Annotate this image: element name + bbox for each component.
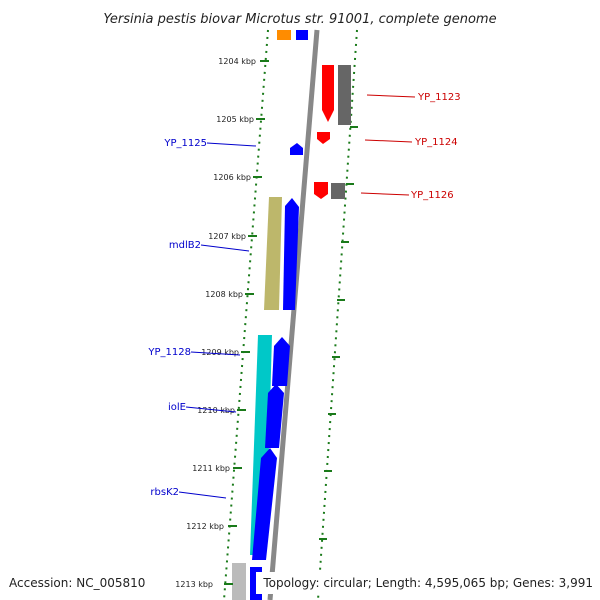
orange-feature-top	[277, 30, 291, 40]
gene-label-group-yp-1124[interactable]: YP_1124	[364, 137, 458, 148]
gene-arrow-mdlb2[interactable]	[283, 198, 299, 310]
gene-label-group-iole[interactable]: iolE	[168, 402, 237, 413]
footer-topology-bg	[256, 572, 596, 594]
tick-label: 1205 kbp	[216, 115, 254, 124]
map-title: Yersinia pestis biovar Microtus str. 910…	[103, 12, 496, 27]
tick-label: 1206 kbp	[213, 173, 251, 182]
outer-ring-ticks	[319, 126, 358, 540]
gene-label-group-yp-1128[interactable]: YP_1128	[147, 347, 241, 358]
grey-feature-bottom	[232, 563, 246, 600]
feature-khaki-mdlb2	[264, 197, 282, 310]
gene-label-rbsk2[interactable]: rbsK2	[150, 487, 179, 498]
tick-label: 1207 kbp	[208, 232, 246, 241]
gene-label-group-yp-1123[interactable]: YP_1123	[366, 92, 461, 103]
kbp-tick-1206: 1206 kbp	[213, 173, 262, 182]
gene-label-yp-1128[interactable]: YP_1128	[147, 347, 191, 358]
gene-arrow-yp-1125[interactable]	[290, 143, 303, 155]
plus-feature-top	[296, 30, 308, 40]
gene-label-mdlb2[interactable]: mdlB2	[169, 240, 201, 251]
footer-accession: Accession: NC_005810	[9, 576, 145, 590]
kbp-tick-1213: 1213 kbp	[175, 580, 233, 589]
gene-arrow-yp-1128[interactable]	[272, 337, 290, 386]
gene-label-group-mdlb2[interactable]: mdlB2	[169, 240, 250, 252]
genome-backbone	[267, 29, 320, 600]
kbp-tick-1212: 1212 kbp	[186, 522, 237, 531]
kbp-tick-1211: 1211 kbp	[192, 464, 242, 473]
kbp-tick-1205: 1205 kbp	[216, 115, 265, 124]
gene-arrow-yp-1123[interactable]	[322, 65, 334, 122]
kbp-tick-1209: 1209 kbp	[201, 348, 250, 357]
gene-label-group-yp-1126[interactable]: YP_1126	[360, 190, 454, 201]
gene-arrow-rbsk2[interactable]	[252, 448, 277, 560]
footer-topology: Topology: circular; Length: 4,595,065 bp…	[262, 576, 593, 590]
gene-label-yp-1126[interactable]: YP_1126	[410, 190, 454, 201]
gene-arrow-iole[interactable]	[265, 384, 284, 448]
tick-label: 1208 kbp	[205, 290, 243, 299]
gene-label-group-yp-1125[interactable]: YP_1125	[163, 138, 257, 149]
kbp-tick-1207: 1207 kbp	[208, 232, 257, 241]
footer-accession-bg	[4, 572, 152, 594]
gene-arrow-yp-1124[interactable]	[317, 132, 330, 144]
inner-tick-ring	[223, 29, 269, 600]
outer-tick-ring	[317, 29, 358, 600]
tick-label: 1212 kbp	[186, 522, 224, 531]
kbp-tick-1208: 1208 kbp	[205, 290, 254, 299]
gene-label-yp-1123[interactable]: YP_1123	[417, 92, 461, 103]
tick-label: 1209 kbp	[201, 348, 239, 357]
gene-arrow-yp-1126[interactable]	[314, 182, 328, 199]
gene-label-yp-1125[interactable]: YP_1125	[163, 138, 207, 149]
kbp-tick-1204: 1204 kbp	[218, 57, 269, 66]
gene-label-yp-1124[interactable]: YP_1124	[414, 137, 458, 148]
gene-label-iole[interactable]: iolE	[168, 402, 186, 413]
tick-label: 1204 kbp	[218, 57, 256, 66]
cds-yp-1126	[331, 183, 345, 199]
tick-label: 1213 kbp	[175, 580, 213, 589]
cds-yp-1123	[338, 65, 351, 125]
tick-label: 1211 kbp	[192, 464, 230, 473]
gene-label-group-rbsk2[interactable]: rbsK2	[150, 487, 227, 499]
